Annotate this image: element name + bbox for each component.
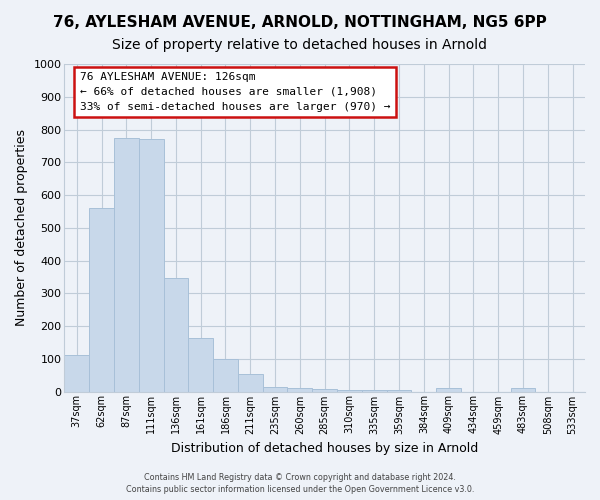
Bar	[263, 386, 287, 392]
X-axis label: Distribution of detached houses by size in Arnold: Distribution of detached houses by size …	[171, 442, 478, 455]
Bar	[213, 360, 238, 392]
Bar	[436, 388, 461, 392]
Bar	[238, 374, 263, 392]
Text: Size of property relative to detached houses in Arnold: Size of property relative to detached ho…	[113, 38, 487, 52]
Bar	[89, 208, 114, 392]
Bar	[511, 388, 535, 392]
Bar	[114, 138, 139, 392]
Bar	[287, 388, 312, 392]
Bar	[164, 278, 188, 392]
Bar	[337, 390, 362, 392]
Text: 76, AYLESHAM AVENUE, ARNOLD, NOTTINGHAM, NG5 6PP: 76, AYLESHAM AVENUE, ARNOLD, NOTTINGHAM,…	[53, 15, 547, 30]
Bar	[386, 390, 412, 392]
Y-axis label: Number of detached properties: Number of detached properties	[15, 130, 28, 326]
Bar	[362, 390, 386, 392]
Bar	[312, 389, 337, 392]
Bar	[188, 338, 213, 392]
Bar	[139, 140, 164, 392]
Text: 76 AYLESHAM AVENUE: 126sqm
← 66% of detached houses are smaller (1,908)
33% of s: 76 AYLESHAM AVENUE: 126sqm ← 66% of deta…	[80, 72, 391, 112]
Bar	[64, 354, 89, 392]
Text: Contains HM Land Registry data © Crown copyright and database right 2024.
Contai: Contains HM Land Registry data © Crown c…	[126, 472, 474, 494]
